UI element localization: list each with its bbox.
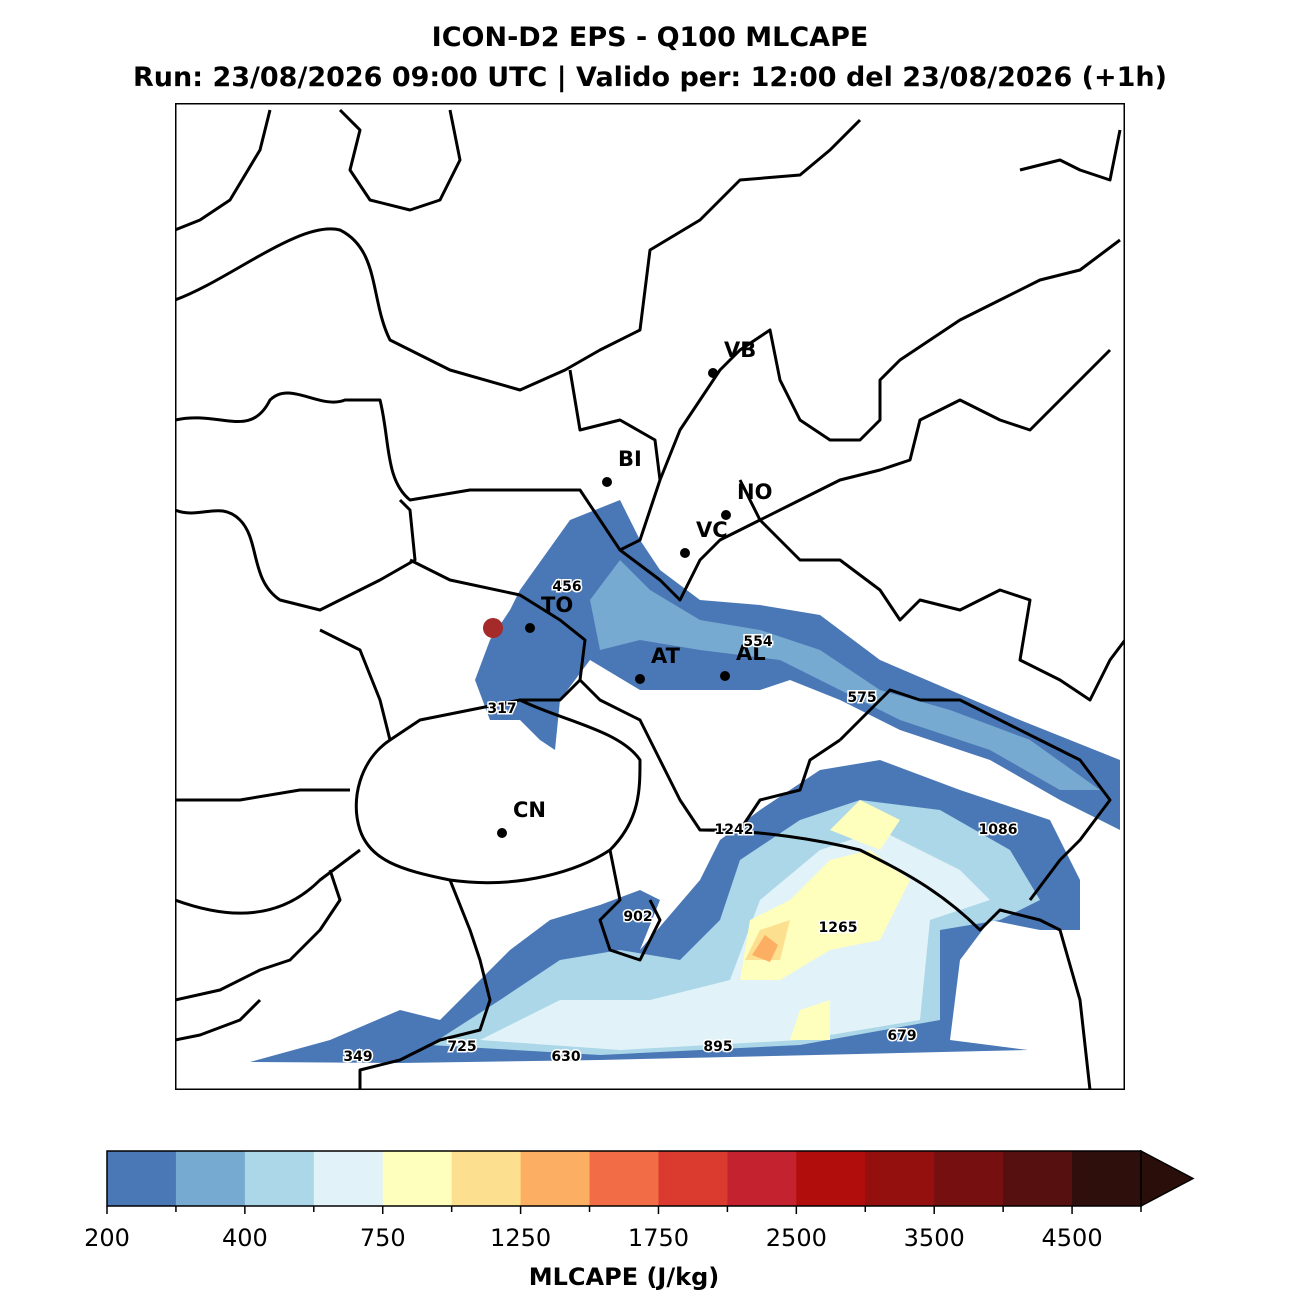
colorbar-bin [1003, 1151, 1073, 1206]
value-label: 575 [847, 690, 876, 706]
marker [483, 618, 503, 638]
value-labels: 456 317 554 575 1242 1086 902 1265 349 7… [342, 578, 1019, 1067]
colorbar: 200 400 750 1250 1750 2500 3500 4500 [84, 1149, 1195, 1252]
city-dot [708, 368, 718, 378]
cape-area [752, 935, 778, 962]
colorbar-bin [934, 1151, 1004, 1206]
value-label: 317 [487, 701, 516, 717]
cape-shading [250, 500, 1120, 1063]
city-dot [602, 477, 612, 487]
city-label: CN [513, 798, 546, 822]
colorbar-tick-label: 750 [360, 1224, 406, 1252]
city-dot [497, 828, 507, 838]
colorbar-bin [658, 1151, 728, 1206]
colorbar-tick-label: 1750 [628, 1224, 689, 1252]
city-dot [720, 671, 730, 681]
colorbar-bin [175, 1151, 246, 1206]
colorbar-extend [1140, 1149, 1195, 1208]
cape-area [590, 560, 1100, 790]
value-label: 679 [887, 1028, 916, 1044]
colorbar-bin [589, 1151, 659, 1206]
city-dot [635, 674, 645, 684]
colorbar-label: MLCAPE (J/kg) [529, 1263, 719, 1291]
colorbar-bin [107, 1151, 177, 1206]
city-label: BI [618, 447, 642, 471]
colorbar-bin [865, 1151, 935, 1206]
city-dot [721, 510, 731, 520]
city-label: NO [737, 480, 772, 504]
city-label: VB [724, 338, 756, 362]
city-label: AL [736, 641, 766, 665]
value-label: 902 [623, 909, 652, 925]
value-label: 554 [743, 634, 772, 650]
colorbar-bin [520, 1151, 591, 1206]
title: ICON-D2 EPS - Q100 MLCAPE [432, 22, 869, 53]
map: VB BI NO VC TO AT AL CN 456 317 554 575 … [175, 103, 1125, 1090]
value-label: 1265 [819, 920, 858, 936]
city-label: AT [651, 644, 681, 668]
colorbar-tick-label: 3500 [904, 1224, 965, 1252]
cape-area [790, 1000, 830, 1040]
value-label: 630 [551, 1049, 580, 1065]
colorbar-bin [313, 1151, 384, 1206]
colorbar-bin [1072, 1151, 1142, 1206]
colorbar-bin [727, 1151, 797, 1206]
value-label: 349 [343, 1049, 372, 1065]
colorbar-tick-label: 2500 [766, 1224, 827, 1252]
colorbar-bin [382, 1151, 453, 1206]
colorbar-tick-label: 400 [222, 1224, 268, 1252]
city-dot [525, 623, 535, 633]
subtitle: Run: 23/08/2026 09:00 UTC | Valido per: … [133, 62, 1167, 93]
value-label: 725 [447, 1039, 476, 1055]
colorbar-bin [451, 1151, 522, 1206]
colorbar-tick-label: 4500 [1042, 1224, 1103, 1252]
value-label: 1086 [979, 822, 1018, 838]
colorbar-bin [796, 1151, 866, 1206]
value-label: 895 [703, 1039, 732, 1055]
city-label: TO [541, 593, 573, 617]
city-dot [680, 548, 690, 558]
value-label: 1242 [715, 822, 754, 838]
cape-area [830, 800, 900, 850]
cities: VB BI NO VC TO AT AL CN [497, 338, 772, 838]
colorbar-tick-label: 200 [84, 1224, 130, 1252]
colorbar-outline [106, 1150, 1142, 1207]
colorbar-bin [244, 1151, 315, 1206]
borders [175, 108, 1125, 1090]
value-label: 456 [552, 579, 581, 595]
city-label: VC [696, 518, 728, 542]
colorbar-tick-label: 1250 [490, 1224, 551, 1252]
